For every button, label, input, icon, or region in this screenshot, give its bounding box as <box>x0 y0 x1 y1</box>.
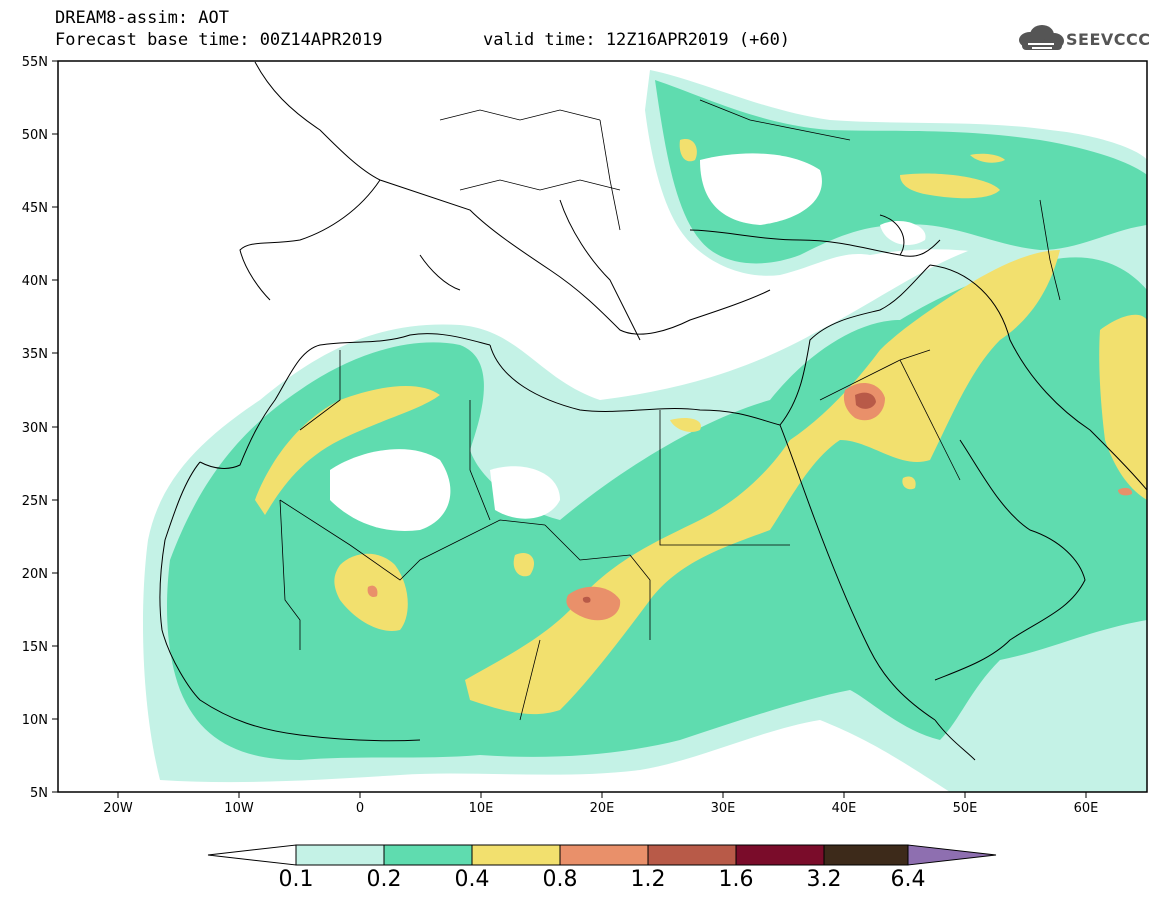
lat-label: 40N <box>22 274 48 289</box>
coastlines <box>159 61 1147 761</box>
forecast-base-time: Forecast base time: 00Z14APR2019 <box>55 30 383 50</box>
axis-ticks <box>52 60 1087 798</box>
seevccc-logo-text: SEEVCCC <box>1066 30 1151 49</box>
colorbar-label: 0.8 <box>542 867 578 892</box>
colorbar-label: 0.1 <box>278 867 314 892</box>
colorbar <box>207 844 997 866</box>
colorbar-high-arrow <box>907 844 997 866</box>
colorbar-swatch <box>647 844 737 866</box>
lat-label: 25N <box>22 494 48 509</box>
lon-label: 0 <box>356 801 364 816</box>
colorbar-label: 0.4 <box>454 867 490 892</box>
aot-low-areas <box>330 153 926 531</box>
colorbar-label: 6.4 <box>890 867 926 892</box>
colorbar-label: 1.2 <box>630 867 666 892</box>
lon-label: 50E <box>953 801 978 816</box>
lat-label: 10N <box>22 713 48 728</box>
lat-label: 55N <box>22 55 48 70</box>
lat-label: 50N <box>22 128 48 143</box>
colorbar-swatch <box>559 844 649 866</box>
lon-label: 60E <box>1074 801 1099 816</box>
lat-label: 15N <box>22 640 48 655</box>
lon-label: 20E <box>590 801 615 816</box>
colorbar-label: 3.2 <box>806 867 842 892</box>
aot-band-1.2 <box>582 392 876 603</box>
colorbar-swatch <box>823 844 909 866</box>
lon-label: 10E <box>469 801 494 816</box>
map-title: DREAM8-assim: AOT <box>55 8 229 28</box>
lat-label: 20N <box>22 567 48 582</box>
lon-label: 30E <box>711 801 736 816</box>
country-borders <box>279 99 1061 721</box>
lat-label: 5N <box>30 786 48 801</box>
colorbar-label: 0.2 <box>366 867 402 892</box>
lon-label: 40E <box>832 801 857 816</box>
seevccc-logo <box>1019 25 1064 50</box>
colorbar-label: 1.6 <box>718 867 754 892</box>
lon-label: 20W <box>103 801 133 816</box>
lat-label: 30N <box>22 421 48 436</box>
valid-time: valid time: 12Z16APR2019 (+60) <box>483 30 791 50</box>
colorbar-swatch <box>383 844 473 866</box>
lat-label: 45N <box>22 201 48 216</box>
lon-label: 10W <box>224 801 254 816</box>
lat-label: 35N <box>22 347 48 362</box>
colorbar-low-arrow <box>207 844 297 866</box>
colorbar-swatch <box>471 844 561 866</box>
colorbar-swatch <box>735 844 825 866</box>
colorbar-swatch <box>295 844 385 866</box>
